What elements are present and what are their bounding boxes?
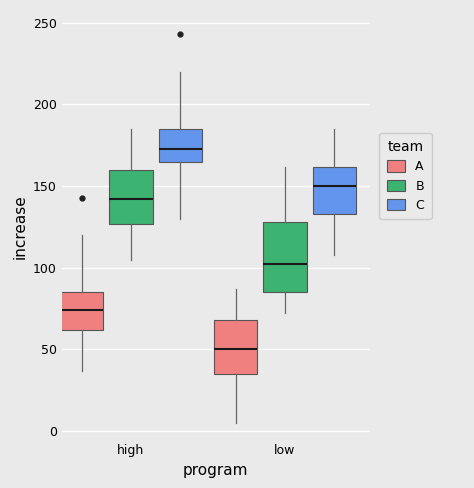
PathPatch shape xyxy=(313,166,356,214)
PathPatch shape xyxy=(109,170,153,224)
PathPatch shape xyxy=(264,222,307,292)
Legend: A, B, C: A, B, C xyxy=(379,133,431,219)
X-axis label: program: program xyxy=(183,463,248,478)
PathPatch shape xyxy=(60,292,103,330)
PathPatch shape xyxy=(214,320,257,374)
Y-axis label: increase: increase xyxy=(12,195,27,259)
PathPatch shape xyxy=(159,129,202,162)
